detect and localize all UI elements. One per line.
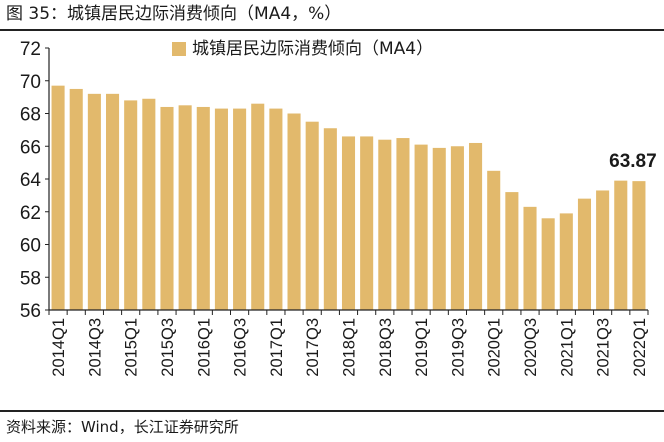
bar [450,146,464,310]
bar [233,108,247,310]
bar [414,144,428,310]
x-tick-label: 2021Q1 [558,318,576,377]
y-tick-label: 60 [20,236,41,257]
bar [305,121,319,310]
x-tick-label: 2020Q3 [522,318,540,377]
x-tick-label: 2018Q3 [377,318,395,377]
source-note: 资料来源：Wind，长江证券研究所 [6,418,239,436]
bar [69,88,83,310]
bottom-rule [0,410,664,412]
bar [142,98,156,310]
x-tick-label: 2017Q3 [304,318,322,377]
y-tick-label: 66 [20,137,41,158]
bar [106,93,120,310]
x-tick-label: 2022Q1 [631,318,649,377]
y-tick-label: 70 [20,72,41,93]
x-tick-label: 2015Q1 [123,318,141,377]
x-tick-label: 2021Q3 [595,318,613,377]
bar [341,136,356,310]
y-tick-label: 64 [20,170,42,191]
legend: 城镇居民边际消费倾向（MA4） [172,38,433,60]
bar [469,142,483,310]
y-tick-label: 72 [20,39,41,60]
bar [214,108,228,310]
bar [87,93,101,310]
bar [323,128,337,310]
x-tick-label: 2019Q3 [449,318,467,377]
bar-series [51,85,646,311]
legend-label: 城镇居民边际消费倾向（MA4） [192,39,434,59]
bar [541,218,555,310]
bar [614,180,628,310]
x-tick-label: 2016Q3 [232,318,250,377]
bar [124,100,138,311]
bar [196,106,210,310]
bar [51,85,65,310]
y-tick-label: 62 [20,203,41,224]
bar [251,103,265,311]
x-tick-label: 2014Q1 [50,318,68,377]
y-tick-label: 56 [20,301,41,322]
x-tick-label: 2015Q3 [159,318,177,377]
bar [577,198,592,310]
bar [523,206,537,310]
x-tick-label: 2020Q1 [486,318,504,377]
bar [487,170,501,310]
annotations: 63.87 [609,151,657,172]
y-tick-label: 58 [20,268,41,289]
legend-swatch [172,42,186,56]
bar [632,181,646,310]
bar [360,136,374,310]
bar [287,113,301,310]
x-tick-label: 2017Q1 [268,318,286,377]
bar [378,139,392,310]
x-tick-label: 2019Q1 [413,318,431,377]
bar [596,190,610,310]
bar [505,192,519,310]
data-label: 63.87 [609,151,657,172]
bar [178,105,192,310]
bar [432,147,446,310]
y-axis: 56 58 60 62 64 66 68 70 72 [20,39,50,322]
bar [160,106,174,310]
bar [559,213,573,310]
bar [396,138,410,310]
x-tick-label: 2018Q1 [341,318,359,377]
x-tick-label: 2014Q3 [86,318,104,377]
x-axis: 2014Q1 2014Q3 2015Q1 2015Q3 2016Q1 2016Q3 2017… [48,309,649,377]
bar [269,108,283,310]
figure-title: 图 35：城镇居民边际消费倾向（MA4，%） [6,4,342,24]
y-tick-label: 68 [20,105,41,126]
top-rule [0,29,664,31]
x-tick-label: 2016Q1 [195,318,213,377]
